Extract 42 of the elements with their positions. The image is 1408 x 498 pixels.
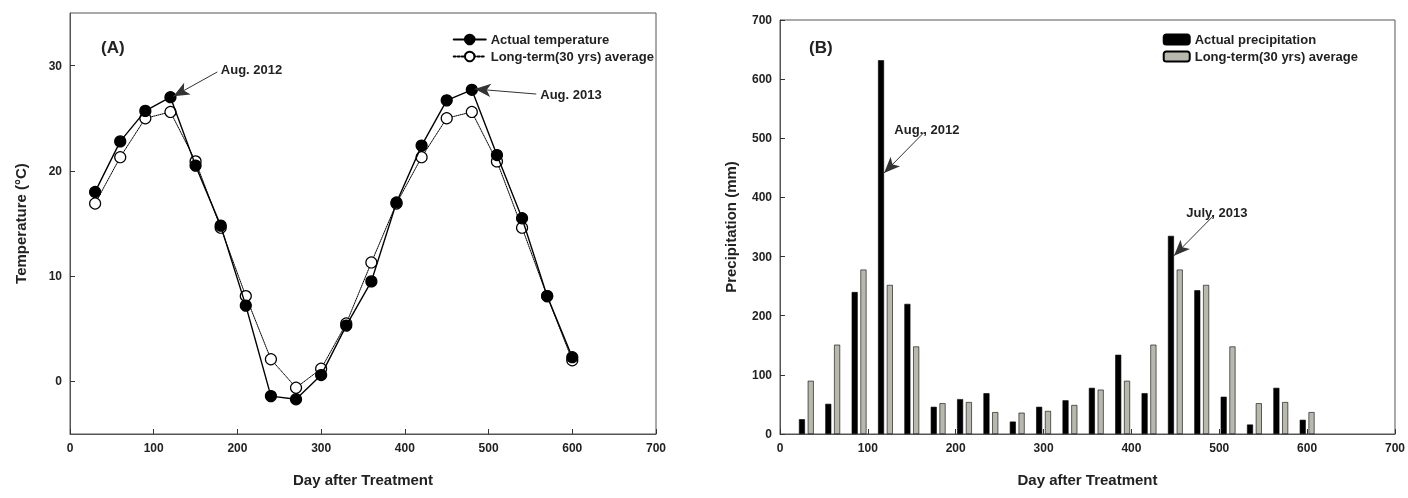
x-tick-label: 400 xyxy=(394,441,416,455)
x-tick-label: 300 xyxy=(1033,441,1054,455)
x-tick-label: 300 xyxy=(311,441,332,455)
y-tick-label: 200 xyxy=(751,308,773,323)
text: (B) xyxy=(809,38,833,57)
annotation: Aug. 2013 xyxy=(540,86,602,102)
text: (A) xyxy=(101,38,125,57)
y-tick-label: 30 xyxy=(48,58,63,73)
y-tick-label: 300 xyxy=(751,249,773,264)
y-axis-title: Temperature (°C) xyxy=(12,163,29,284)
x-tick-label: 700 xyxy=(1384,441,1406,455)
x-tick-label: 500 xyxy=(1209,441,1230,455)
y-tick-label: 400 xyxy=(751,190,773,205)
legend-label: Long-term(30 yrs) average xyxy=(490,49,654,64)
legend-label: Long-term(30 yrs) average xyxy=(1194,49,1358,64)
x-tick-label: 600 xyxy=(562,441,583,455)
y-tick-label: 20 xyxy=(48,163,63,178)
legend-label: Actual precipitation xyxy=(1194,32,1317,47)
legend-label: Actual temperature xyxy=(490,32,610,47)
y-tick-label: 100 xyxy=(751,367,773,382)
x-tick-label: 200 xyxy=(945,441,967,455)
x-tick-label: 100 xyxy=(143,441,165,455)
y-axis-title: Precipitation (mm) xyxy=(722,161,739,293)
x-tick-label: 100 xyxy=(857,441,879,455)
y-tick-label: 600 xyxy=(751,72,773,87)
y-tick-label: 0 xyxy=(55,374,63,389)
x-tick-label: 700 xyxy=(645,441,667,455)
y-tick-label: 0 xyxy=(765,427,773,441)
x-axis-title: Day after Treatment xyxy=(292,471,434,488)
x-tick-label: 0 xyxy=(66,441,74,455)
y-tick-label: 500 xyxy=(751,131,773,146)
annotation: Aug., 2012 xyxy=(894,122,960,138)
x-tick-label: 500 xyxy=(478,441,499,455)
x-axis-title: Day after Treatment xyxy=(1017,471,1158,488)
y-tick-label: 700 xyxy=(751,13,773,27)
annotation: July, 2013 xyxy=(1186,204,1248,220)
annotation: Aug. 2012 xyxy=(220,62,283,78)
y-tick-label: 10 xyxy=(48,269,63,284)
x-tick-label: 400 xyxy=(1121,441,1142,455)
x-tick-label: 200 xyxy=(227,441,248,455)
x-tick-label: 600 xyxy=(1297,441,1318,455)
x-tick-label: 0 xyxy=(776,441,784,455)
